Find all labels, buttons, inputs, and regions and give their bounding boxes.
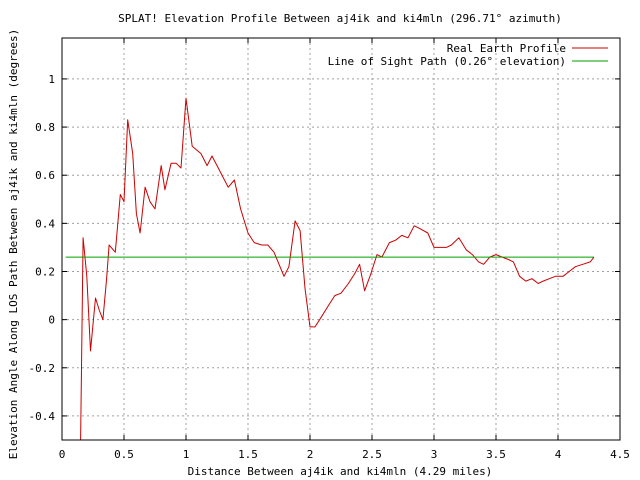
series-real-earth-profile xyxy=(80,97,595,441)
chart-title: SPLAT! Elevation Profile Between aj4ik a… xyxy=(118,12,562,25)
series-lines xyxy=(65,97,595,441)
y-tick-label: -0.4 xyxy=(29,410,56,423)
x-tick-label: 4.5 xyxy=(610,448,630,461)
y-axis-label: Elevation Angle Along LOS Path Between a… xyxy=(7,29,20,459)
x-tick-label: 0.5 xyxy=(114,448,134,461)
grid-lines xyxy=(62,38,620,440)
y-tick-label: 1 xyxy=(48,73,55,86)
y-tick-label: 0.8 xyxy=(35,121,55,134)
x-tick-label: 4 xyxy=(555,448,562,461)
legend-label-line-of-sight: Line of Sight Path (0.26° elevation) xyxy=(328,55,566,68)
legend: Real Earth Profile Line of Sight Path (0… xyxy=(328,42,608,68)
axis-ticks xyxy=(61,38,621,440)
plot-frame xyxy=(61,37,621,441)
y-tick-label: 0.2 xyxy=(35,265,55,278)
x-axis-label: Distance Between aj4ik and ki4mln (4.29 … xyxy=(188,465,493,478)
legend-label-real-earth: Real Earth Profile xyxy=(447,42,566,55)
y-tick-label: 0 xyxy=(48,314,55,327)
x-tick-labels: 0 0.5 1 1.5 2 2.5 3 3.5 4 4.5 xyxy=(59,448,630,461)
x-tick-label: 3.5 xyxy=(486,448,506,461)
y-tick-label: -0.2 xyxy=(29,362,56,375)
y-tick-labels: -0.4 -0.2 0 0.2 0.4 0.6 0.8 1 xyxy=(29,73,56,423)
y-tick-label: 0.6 xyxy=(35,169,55,182)
x-tick-label: 2.5 xyxy=(362,448,382,461)
x-tick-label: 0 xyxy=(59,448,66,461)
x-tick-label: 2 xyxy=(307,448,314,461)
x-tick-label: 1.5 xyxy=(238,448,258,461)
x-tick-label: 1 xyxy=(183,448,190,461)
x-tick-label: 3 xyxy=(431,448,438,461)
y-tick-label: 0.4 xyxy=(35,217,55,230)
